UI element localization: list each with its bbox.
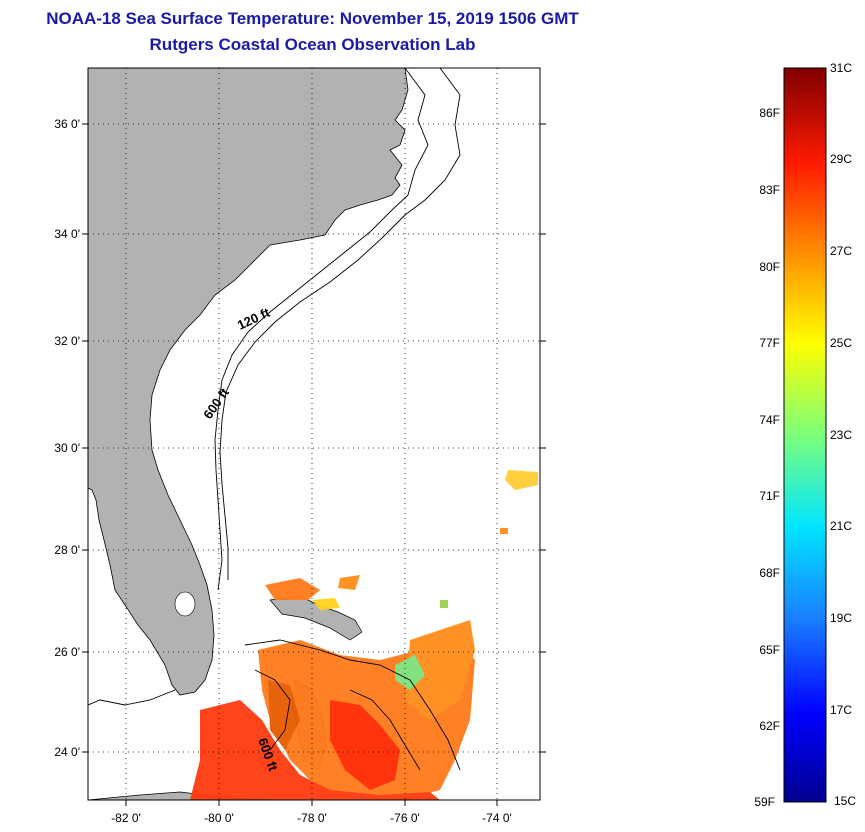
lon-tick-label: -80 0' bbox=[204, 811, 234, 825]
celsius-label: 23C bbox=[830, 428, 852, 442]
island bbox=[269, 595, 363, 641]
celsius-label: 17C bbox=[830, 703, 852, 717]
lat-tick-label: 26 0' bbox=[54, 645, 80, 659]
lon-tick-label: -76 0' bbox=[390, 811, 420, 825]
celsius-label: 29C bbox=[830, 152, 852, 166]
celsius-label: 15C bbox=[834, 794, 856, 808]
colorbar-celsius-labels: 31C 29C 27C 25C 23C 21C 19C 17C 15C bbox=[830, 61, 856, 808]
celsius-label: 27C bbox=[830, 244, 852, 258]
sst-data bbox=[190, 470, 538, 800]
lon-tick-label: -78 0' bbox=[297, 811, 327, 825]
lake bbox=[174, 591, 196, 617]
celsius-label: 31C bbox=[830, 61, 852, 75]
celsius-label: 21C bbox=[830, 519, 852, 533]
fahrenheit-label: 83F bbox=[759, 183, 780, 197]
lat-tick-label: 32 0' bbox=[54, 334, 80, 348]
map-frame bbox=[87, 67, 541, 801]
fahrenheit-label: 74F bbox=[759, 413, 780, 427]
lat-tick-label: 36 0' bbox=[54, 117, 80, 131]
fahrenheit-label: 77F bbox=[759, 336, 780, 350]
fahrenheit-label: 65F bbox=[759, 643, 780, 657]
map-title: NOAA-18 Sea Surface Temperature: Novembe… bbox=[46, 9, 579, 28]
bathymetry-contours bbox=[88, 68, 461, 771]
land-mass bbox=[88, 68, 409, 696]
fahrenheit-label: 59F bbox=[754, 795, 775, 809]
celsius-label: 25C bbox=[830, 336, 852, 350]
lat-tick-label: 24 0' bbox=[54, 745, 80, 759]
colorbar bbox=[783, 67, 827, 803]
fahrenheit-label: 86F bbox=[759, 106, 780, 120]
axis-ticks bbox=[82, 123, 546, 806]
lon-tick-label: -82 0' bbox=[111, 811, 141, 825]
fahrenheit-label: 71F bbox=[759, 489, 780, 503]
celsius-label: 19C bbox=[830, 611, 852, 625]
fahrenheit-label: 68F bbox=[759, 566, 780, 580]
colorbar-fahrenheit-labels: 86F 83F 80F 77F 74F 71F 68F 65F 62F 59F bbox=[754, 106, 780, 809]
lat-tick-label: 34 0' bbox=[54, 227, 80, 241]
lat-tick-label: 30 0' bbox=[54, 441, 80, 455]
lon-tick-label: -74 0' bbox=[482, 811, 512, 825]
map-subtitle: Rutgers Coastal Ocean Observation Lab bbox=[149, 35, 476, 54]
graticule bbox=[88, 68, 540, 800]
lat-tick-label: 28 0' bbox=[54, 543, 80, 557]
fahrenheit-label: 80F bbox=[759, 260, 780, 274]
fahrenheit-label: 62F bbox=[759, 719, 780, 733]
